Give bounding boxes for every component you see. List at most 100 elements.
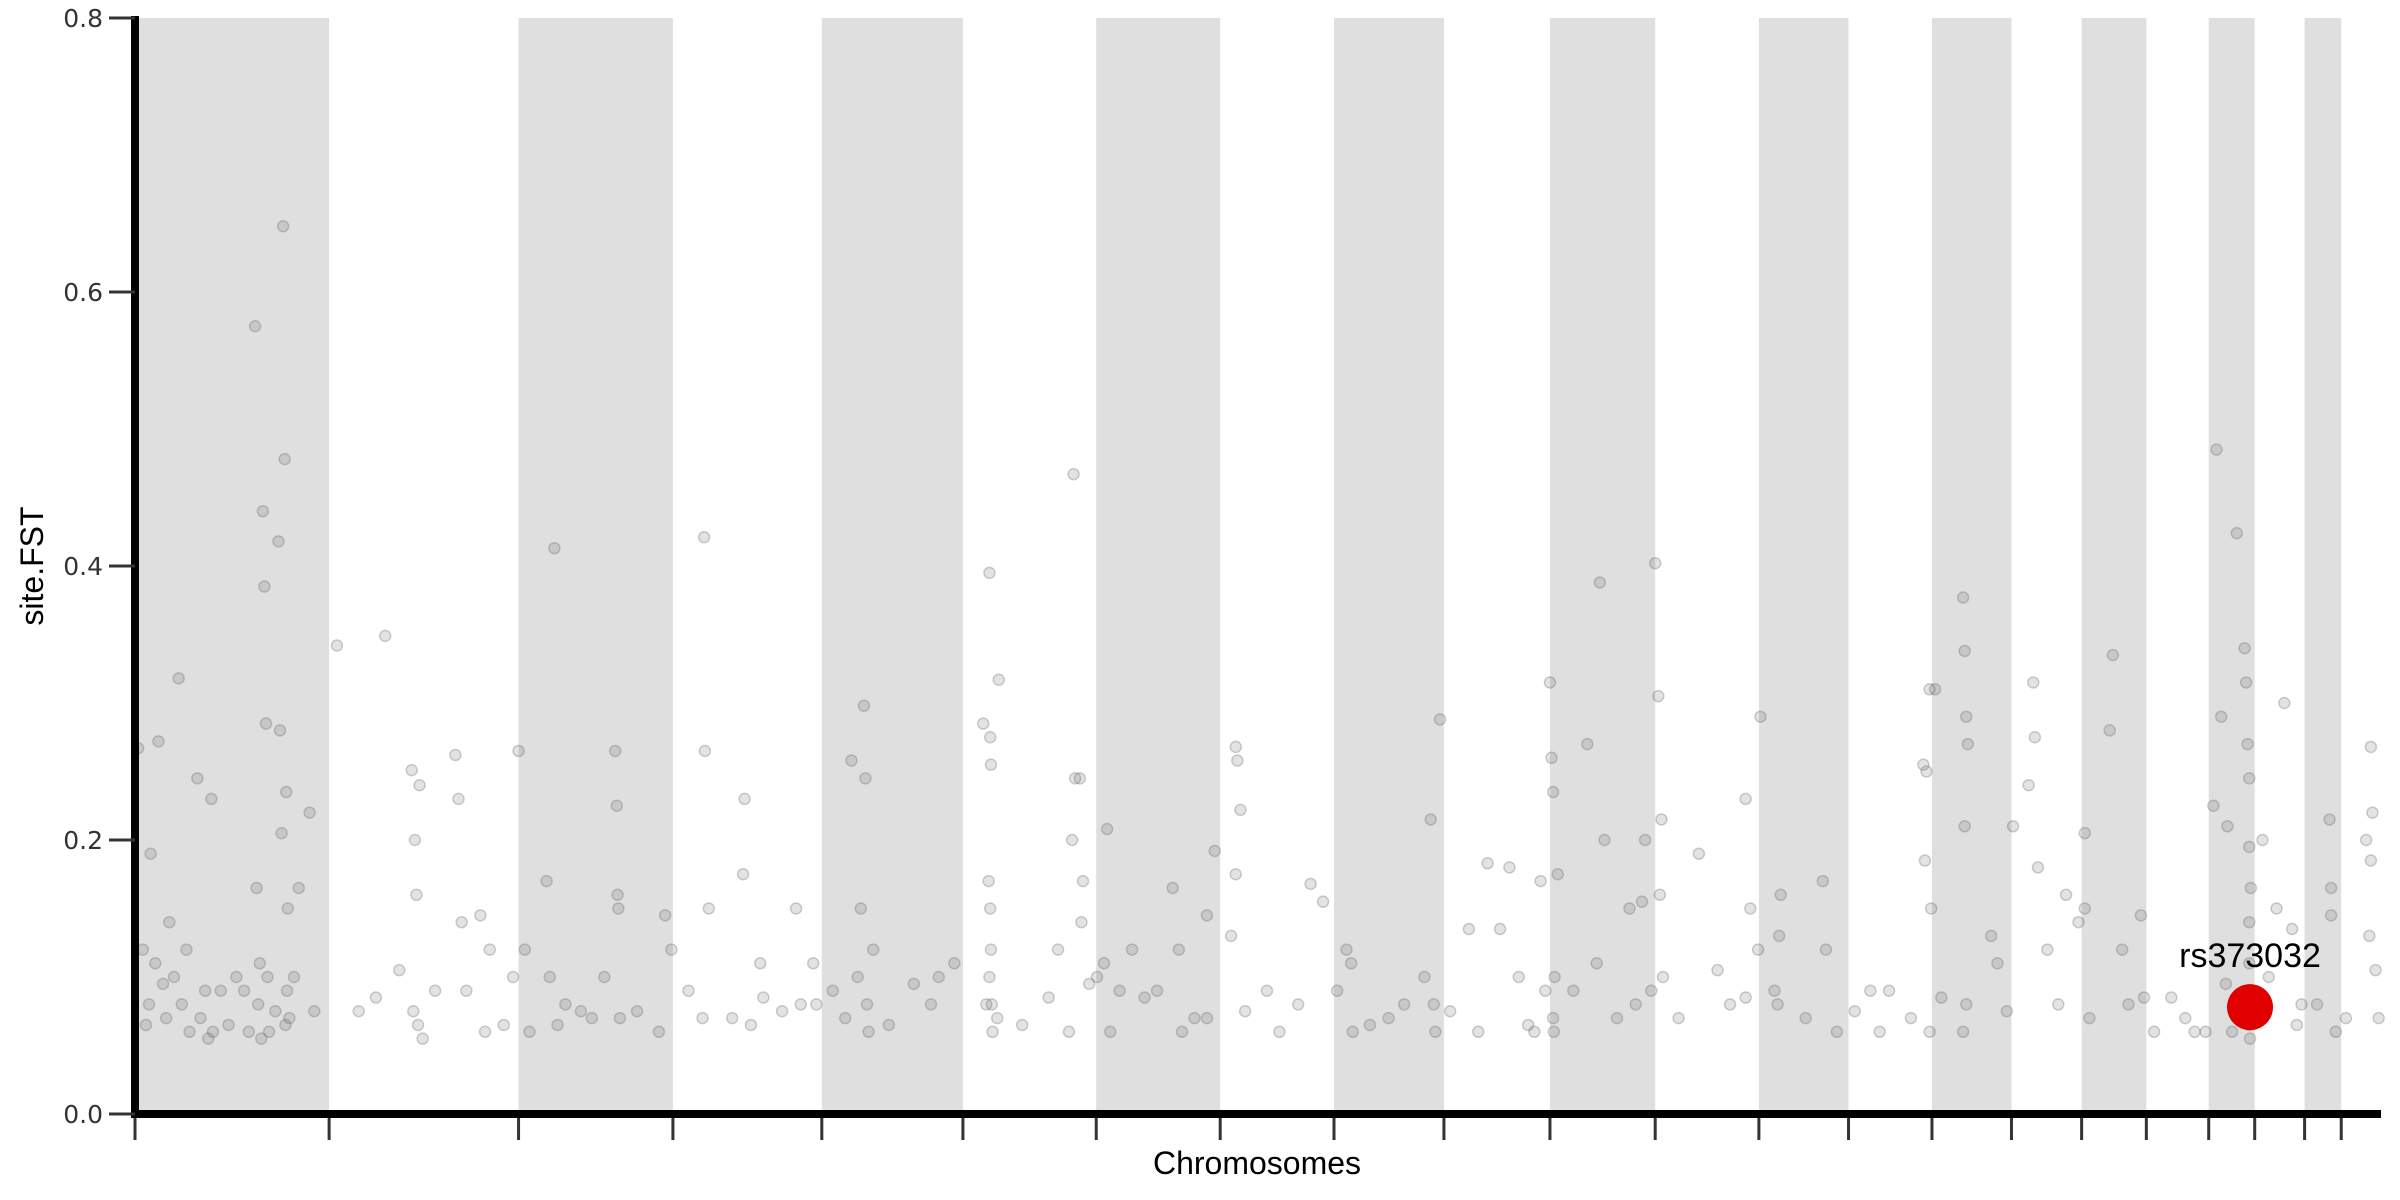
snp-point (287, 970, 301, 984)
snp-point (1104, 1025, 1117, 1039)
snp-point (2072, 915, 2085, 929)
snp-point (2179, 1011, 2192, 1025)
snp-point (982, 874, 995, 888)
snp-point (1076, 874, 1090, 888)
snp-point (1397, 998, 1411, 1011)
snp-point (1771, 998, 1784, 1011)
snp-point (1928, 683, 1942, 696)
snp-point (1548, 970, 1561, 984)
snp-point (478, 1025, 492, 1039)
snp-point (826, 984, 839, 997)
snp-point (1652, 689, 1665, 703)
snp-point (1065, 833, 1079, 847)
snp-point (1330, 984, 1344, 997)
snp-point (142, 998, 156, 1011)
snp-point (276, 219, 290, 233)
snp-point (1960, 710, 1973, 723)
snp-point (2028, 731, 2042, 744)
snp-point (1956, 591, 1970, 604)
snp-point (1635, 895, 1649, 908)
snp-point (2115, 943, 2129, 956)
snp-point (1543, 676, 1557, 689)
snp-point (2134, 909, 2148, 922)
snp-point (2207, 799, 2220, 812)
snp-point (697, 530, 711, 544)
snp-point (2262, 970, 2275, 984)
snp-point (1051, 943, 1065, 956)
snp-point (1042, 991, 1055, 1004)
snp-point (2363, 929, 2376, 943)
snp-point (1816, 874, 1830, 888)
snp-point (407, 1005, 420, 1018)
chromosome-band-5 (821, 18, 963, 1114)
snp-point (2210, 443, 2223, 456)
snp-label: rs373032 (2179, 937, 2321, 975)
snp-point (2199, 1025, 2212, 1039)
snp-point (1481, 857, 1494, 870)
snp-point (682, 984, 695, 997)
snp-point (658, 909, 672, 922)
snp-point (983, 731, 997, 744)
snp-point (1090, 970, 1104, 984)
snp-point (838, 1011, 852, 1025)
snp-point (149, 957, 162, 970)
snp-point (611, 888, 624, 902)
snp-point (1382, 1011, 1395, 1025)
snp-point (2188, 1025, 2201, 1039)
snp-point (1418, 970, 1431, 984)
snp-point (2324, 881, 2338, 895)
snp-point (253, 957, 266, 970)
snp-point (725, 1011, 739, 1025)
snp-point (1799, 1011, 1812, 1025)
chromosome-band-21 (2304, 18, 2342, 1114)
snp-point (574, 1005, 588, 1018)
snp-point (948, 957, 961, 970)
snp-point (608, 744, 622, 758)
snp-point (483, 943, 496, 956)
snp-point (269, 1005, 282, 1018)
snp-point (2241, 737, 2254, 751)
snp-point (882, 1018, 896, 1032)
snp-point (1638, 833, 1652, 847)
snp-point (194, 1011, 207, 1025)
snp-point (857, 699, 871, 712)
snp-point (452, 792, 465, 806)
snp-point (1546, 785, 1560, 799)
snp-point (1598, 833, 1611, 847)
snp-point (1231, 754, 1244, 767)
snp-point (1545, 751, 1558, 765)
chromosome-band-13 (1758, 18, 1849, 1114)
snp-point (986, 1025, 999, 1039)
snp-point (980, 998, 993, 1011)
snp-point (1304, 877, 1317, 891)
snp-point (1113, 984, 1126, 997)
snp-point (1188, 1011, 1201, 1025)
snp-point (1082, 977, 1096, 991)
snp-point (1984, 929, 1998, 943)
snp-point (1923, 1025, 1936, 1039)
snp-point (2366, 806, 2379, 819)
snp-point (1073, 772, 1087, 785)
snp-point (256, 504, 270, 518)
snp-point (736, 868, 750, 881)
snp-point (1067, 467, 1080, 481)
snp-point (2165, 991, 2178, 1004)
snp-point (810, 998, 823, 1011)
snp-point (416, 1032, 429, 1045)
snp-point (1125, 943, 1139, 956)
snp-point (222, 1018, 235, 1032)
snp-point (258, 580, 271, 593)
snp-point (378, 629, 392, 643)
snp-point (1648, 557, 1662, 570)
snp-point (1692, 847, 1706, 860)
snp-point (230, 970, 243, 984)
snp-point (1546, 1011, 1560, 1025)
snp-point (585, 1011, 599, 1025)
snp-point (2106, 648, 2120, 662)
snp-point (696, 1011, 709, 1025)
snp-point (255, 1032, 268, 1045)
snp-point (2242, 840, 2256, 854)
snp-point (1645, 984, 1658, 997)
chromosome-band-11 (1549, 18, 1656, 1114)
snp-point (789, 902, 803, 915)
